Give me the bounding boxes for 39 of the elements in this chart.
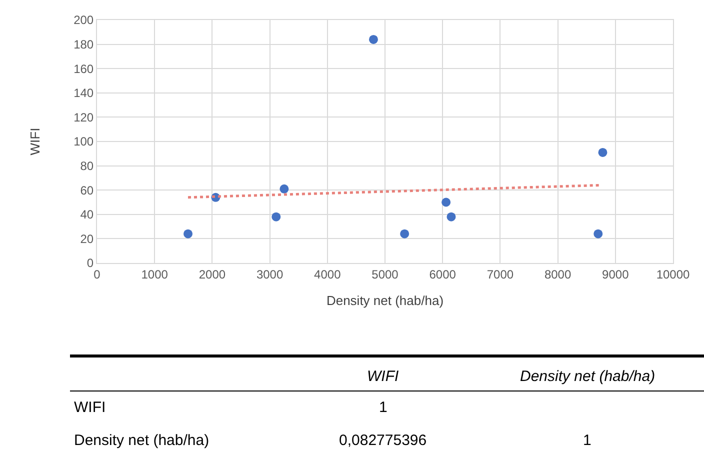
y-tick-label: 40 xyxy=(80,208,94,222)
point xyxy=(598,148,608,157)
x-tick-label: 10000 xyxy=(656,267,690,282)
x-tick-label: 7000 xyxy=(486,267,514,282)
x-tick-label: 3000 xyxy=(256,267,284,282)
text: 1 xyxy=(583,432,592,449)
point xyxy=(442,198,451,207)
y-tick-label: 80 xyxy=(80,159,94,173)
point xyxy=(272,212,281,222)
y-tick-label: 120 xyxy=(74,110,94,124)
x-tick-label: 2000 xyxy=(198,267,226,282)
y-tick-label: 160 xyxy=(74,62,94,76)
x-tick-label: 4000 xyxy=(314,267,342,282)
text: WIFI xyxy=(74,399,106,416)
text: 1 xyxy=(379,399,388,416)
x-tick-label: 1000 xyxy=(141,267,168,282)
y-tick-label: 200 xyxy=(74,13,94,28)
x-tick-label: 6000 xyxy=(429,267,456,282)
x-tick-label: 8000 xyxy=(544,267,572,282)
y-tick-label: 100 xyxy=(74,134,94,149)
text: Density net (hab/ha) xyxy=(74,432,210,449)
text: Density net (hab/ha) xyxy=(520,368,656,385)
text: 0,082775396 xyxy=(339,432,427,449)
x-tick-label: 5000 xyxy=(372,267,399,282)
point xyxy=(280,184,289,194)
point xyxy=(368,34,378,44)
y-axis-title: WIFI xyxy=(28,128,43,156)
y-tick-label: 20 xyxy=(80,232,94,246)
y-tick-label: 60 xyxy=(80,183,94,198)
x-axis-title: Density net (hab/ha) xyxy=(326,293,444,308)
y-tick-label: 180 xyxy=(74,38,94,52)
point xyxy=(400,229,410,238)
point xyxy=(446,212,456,222)
text: WIFI xyxy=(367,368,399,385)
x-tick-label: 9000 xyxy=(602,267,630,282)
point xyxy=(184,229,193,238)
y-tick-label: 0 xyxy=(86,256,94,270)
point xyxy=(594,229,603,238)
y-tick-label: 140 xyxy=(74,86,94,100)
